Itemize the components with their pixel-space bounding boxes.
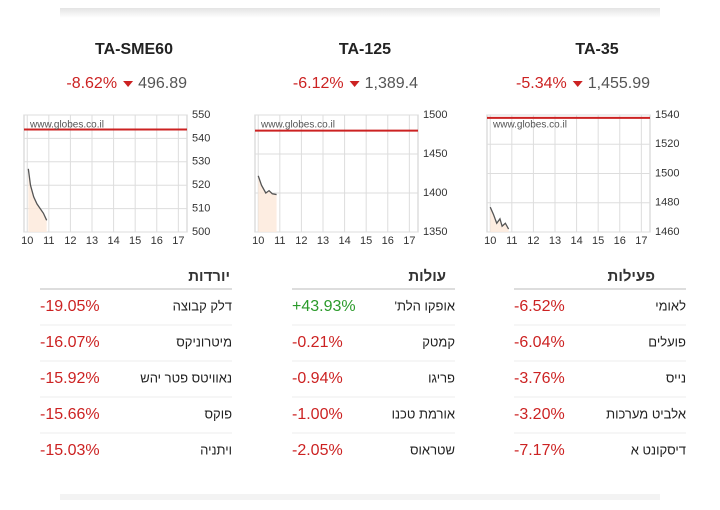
stock-name: דלק קבוצה: [173, 298, 232, 313]
stock-name: אלביט מערכות: [606, 406, 686, 421]
index-value: 1,455.99: [588, 75, 650, 92]
down-arrow: [349, 81, 360, 87]
down-arrow: [123, 81, 134, 87]
x-tick-label: 11: [506, 235, 517, 247]
y-tick-label: 530: [192, 156, 210, 168]
stock-name: אופקו הלת': [395, 298, 455, 313]
index-value: 496.89: [138, 75, 187, 92]
y-tick-label: 1540: [655, 109, 679, 121]
y-tick-label: 1500: [655, 167, 679, 179]
x-tick-label: 12: [64, 235, 76, 247]
x-tick-label: 10: [484, 235, 496, 247]
x-tick-label: 13: [549, 235, 561, 247]
line: [257, 175, 277, 196]
stock-name: פוקס: [205, 406, 233, 421]
table-header: יורדות: [188, 268, 230, 285]
x-tick-label: 10: [252, 235, 264, 247]
chart-title: TA-SME60: [95, 41, 173, 58]
stock-name: ויתניה: [200, 442, 232, 457]
chart-title: TA-125: [339, 41, 391, 58]
y-tick-label: 1400: [423, 187, 447, 199]
stock-name: לאומי: [655, 298, 686, 313]
watermark: www.globes.co.il: [492, 120, 567, 131]
x-tick-label: 12: [527, 235, 539, 247]
x-tick-label: 17: [635, 235, 647, 247]
down-arrow: [572, 81, 583, 87]
stock-name: נאוויטס פטר יהש: [140, 370, 232, 385]
y-tick-label: 520: [192, 179, 210, 191]
stock-name: פועלים: [648, 334, 686, 349]
index-change: -8.62%: [66, 75, 117, 92]
stock-name: שטראוס: [410, 442, 455, 457]
stock-name: קמטק: [422, 334, 455, 349]
y-tick-label: 1350: [423, 226, 447, 238]
x-tick-label: 17: [403, 235, 415, 247]
y-tick-label: 1500: [423, 109, 447, 121]
x-tick-label: 17: [172, 235, 184, 247]
bottom-shadow: [60, 494, 660, 500]
x-tick-label: 12: [295, 235, 307, 247]
line: [27, 168, 48, 221]
y-tick-label: 510: [192, 203, 210, 215]
index-change: -5.34%: [516, 75, 567, 92]
x-tick-label: 11: [43, 235, 54, 247]
x-tick-label: 15: [592, 235, 604, 247]
x-tick-label: 14: [570, 235, 582, 247]
stock-change: -1.00%: [292, 406, 343, 423]
stock-change: -3.76%: [514, 370, 565, 387]
plot-area: [23, 114, 188, 233]
stock-change: -0.94%: [292, 370, 343, 387]
x-tick-label: 15: [129, 235, 141, 247]
stock-name: נייס: [666, 370, 686, 385]
index-value: 1,389.4: [365, 75, 418, 92]
stock-change: -6.52%: [514, 298, 565, 315]
stock-change: -15.92%: [40, 370, 100, 387]
x-tick-label: 14: [338, 235, 350, 247]
x-tick-label: 16: [614, 235, 626, 247]
stock-change: -16.07%: [40, 334, 100, 351]
watermark: www.globes.co.il: [29, 120, 104, 131]
y-tick-label: 1480: [655, 197, 679, 209]
table-header: עולות: [408, 268, 446, 285]
watermark: www.globes.co.il: [260, 120, 335, 131]
y-tick-label: 1460: [655, 226, 679, 238]
x-tick-label: 10: [21, 235, 33, 247]
x-tick-label: 14: [107, 235, 119, 247]
stock-change: +43.93%: [292, 298, 356, 315]
stock-name: אורמת טכנו: [392, 406, 455, 421]
plot-area: [254, 114, 419, 233]
stock-change: -6.04%: [514, 334, 565, 351]
x-tick-label: 11: [274, 235, 285, 247]
chart-title: TA-35: [575, 41, 618, 58]
stock-change: -0.21%: [292, 334, 343, 351]
x-tick-label: 16: [382, 235, 394, 247]
line: [489, 206, 510, 230]
top-shadow: [60, 8, 660, 18]
x-tick-label: 13: [317, 235, 329, 247]
stock-change: -3.20%: [514, 406, 565, 423]
x-tick-label: 13: [86, 235, 98, 247]
table-header: פעילות: [608, 268, 655, 285]
y-tick-label: 500: [192, 226, 210, 238]
y-tick-label: 540: [192, 132, 210, 144]
stock-name: דיסקונט א: [631, 442, 686, 457]
stock-name: פריגו: [428, 370, 455, 385]
stock-change: -15.03%: [40, 442, 100, 459]
area: [28, 168, 47, 232]
stock-change: -7.17%: [514, 442, 565, 459]
area: [258, 175, 277, 232]
x-tick-label: 16: [151, 235, 163, 247]
stock-change: -19.05%: [40, 298, 100, 315]
stock-change: -2.05%: [292, 442, 343, 459]
stock-name: מיטרוניקס: [176, 334, 232, 349]
y-tick-label: 1450: [423, 148, 447, 160]
x-tick-label: 15: [360, 235, 372, 247]
stock-change: -15.66%: [40, 406, 100, 423]
y-tick-label: 1520: [655, 138, 679, 150]
y-tick-label: 550: [192, 109, 210, 121]
index-change: -6.12%: [293, 75, 344, 92]
